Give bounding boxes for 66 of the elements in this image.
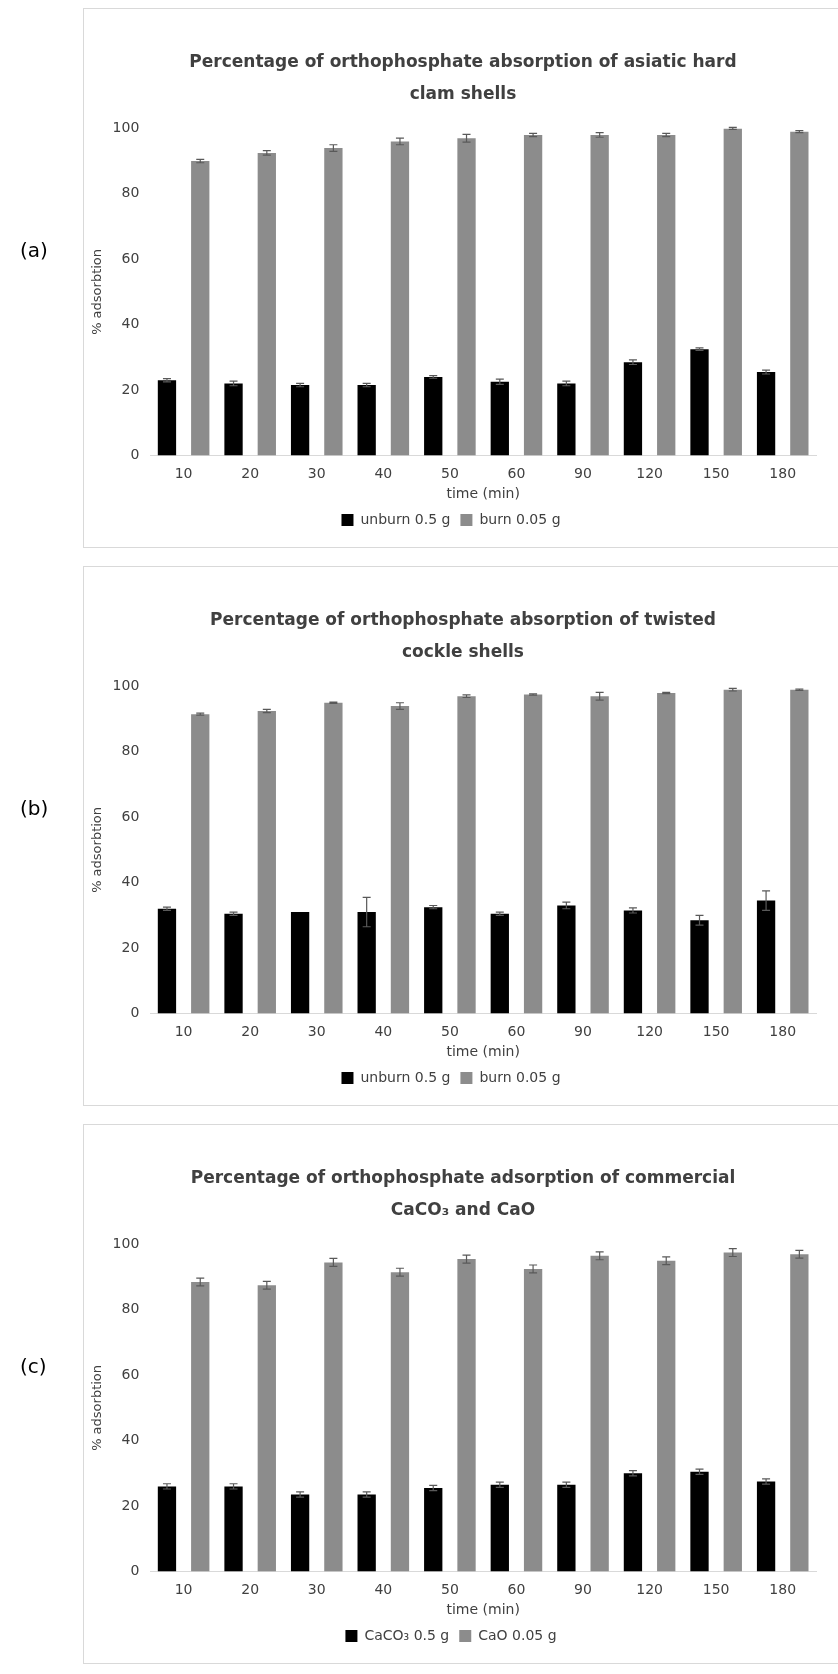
x-tick-label: 150 [702,1023,730,1040]
y-tick-label: 100 [112,1235,140,1252]
x-tick-label: 50 [440,1023,459,1040]
x-tick-label: 150 [702,465,730,482]
y-tick-label: 60 [121,249,140,266]
y-tick-label: 0 [130,1004,140,1021]
legend-label: CaO 0.05 g [478,1626,557,1643]
x-tick-label: 10 [174,465,193,482]
y-tick-label: 80 [121,742,140,759]
x-tick-label: 50 [440,465,459,482]
x-tick-label: 60 [507,1581,526,1598]
y-tick-label: 0 [130,1562,140,1579]
x-tick-label: 90 [574,465,592,482]
text: (a) [20,238,48,262]
y-tick-label: 100 [112,677,140,694]
y-tick-label: 100 [112,119,140,136]
y-tick-label: 20 [121,938,140,955]
y-tick-label: 60 [121,1365,140,1382]
x-tick-label: 30 [307,1023,326,1040]
x-tick-label: 60 [507,1023,526,1040]
chart-title: Percentage of orthophosphate absorption of asiatic hard clam shells [188,50,738,105]
legend-label: CaCO₃ 0.5 g [364,1626,450,1643]
y-tick-label: 80 [121,184,140,201]
x-tick-label: 180 [769,1023,797,1040]
text: (b) [20,796,49,820]
x-tick-label: 120 [636,1581,663,1598]
x-tick-label: 90 [574,1581,592,1598]
x-tick-label: 20 [241,465,260,482]
legend-label: unburn 0.5 g [360,510,451,527]
text: (c) [20,1354,47,1378]
x-axis-title: time (min) [446,1043,520,1060]
y-tick-label: 0 [130,446,140,463]
x-tick-label: 60 [507,465,526,482]
x-tick-label: 50 [440,1581,459,1598]
y-axis-title: % adsorbtion [89,1364,105,1451]
x-tick-label: 120 [636,465,663,482]
x-tick-label: 20 [241,1581,260,1598]
x-tick-label: 120 [636,1023,663,1040]
chart-title: Percentage of orthophosphate absorption of twisted cockle shells [209,608,717,663]
y-tick-label: 40 [121,873,140,890]
y-tick-label: 40 [121,1431,140,1448]
x-tick-label: 10 [174,1581,193,1598]
x-tick-label: 10 [174,1023,193,1040]
y-tick-label: 20 [121,380,140,397]
x-tick-label: 150 [702,1581,730,1598]
x-tick-label: 90 [574,1023,592,1040]
y-axis-title: % adsorbtion [89,248,105,335]
chart-title: Percentage of orthophosphate adsorption of commercial CaCO₃ and CaO [189,1166,737,1221]
legend-label: unburn 0.5 g [360,1068,451,1085]
y-axis-title: % adsorbtion [89,806,105,893]
y-tick-label: 20 [121,1496,140,1513]
x-tick-label: 30 [307,465,326,482]
x-tick-label: 180 [769,1581,797,1598]
x-tick-label: 40 [374,1023,393,1040]
legend-label: burn 0.05 g [479,1068,561,1085]
x-tick-label: 20 [241,1023,260,1040]
x-tick-label: 40 [374,465,393,482]
y-tick-label: 40 [121,315,140,332]
x-tick-label: 30 [307,1581,326,1598]
y-tick-label: 80 [121,1300,140,1317]
legend-label: burn 0.05 g [479,510,561,527]
x-tick-label: 180 [769,465,797,482]
x-tick-label: 40 [374,1581,393,1598]
x-axis-title: time (min) [446,1601,520,1618]
x-axis-title: time (min) [446,485,520,502]
y-tick-label: 60 [121,807,140,824]
